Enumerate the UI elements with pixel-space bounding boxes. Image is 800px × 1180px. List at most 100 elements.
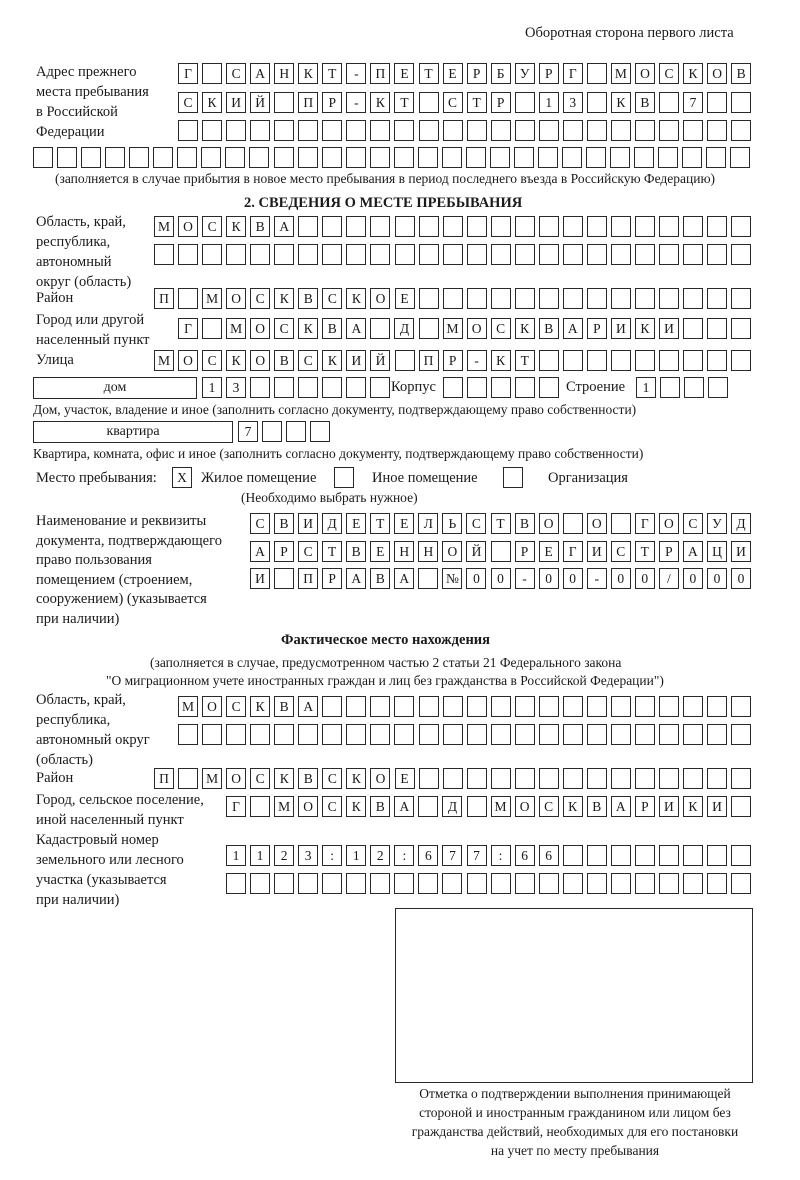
- char-cell[interactable]: О: [634, 63, 655, 84]
- char-cell[interactable]: [250, 120, 271, 141]
- char-cell[interactable]: К: [346, 288, 367, 309]
- char-cell[interactable]: Р: [442, 350, 463, 371]
- char-cell[interactable]: Д: [322, 513, 343, 534]
- char-cell[interactable]: [322, 873, 343, 894]
- char-cell[interactable]: [707, 350, 728, 371]
- char-cell[interactable]: А: [562, 318, 583, 339]
- char-cell[interactable]: [490, 288, 511, 309]
- char-cell[interactable]: [707, 724, 728, 745]
- char-cell[interactable]: [466, 244, 487, 265]
- char-cell[interactable]: 1: [538, 92, 559, 113]
- char-cell[interactable]: Г: [562, 63, 583, 84]
- char-cell[interactable]: [659, 244, 680, 265]
- char-cell[interactable]: В: [322, 318, 343, 339]
- char-cell[interactable]: В: [346, 541, 367, 562]
- char-cell[interactable]: [178, 724, 198, 745]
- char-cell[interactable]: [586, 350, 607, 371]
- char-cell[interactable]: [610, 147, 631, 168]
- char-cell[interactable]: [201, 147, 222, 168]
- char-cell[interactable]: К: [274, 768, 295, 789]
- char-cell[interactable]: С: [538, 796, 559, 817]
- char-cell[interactable]: -: [514, 568, 535, 589]
- char-cell[interactable]: О: [298, 796, 319, 817]
- char-cell[interactable]: [418, 318, 439, 339]
- char-cell[interactable]: [466, 724, 487, 745]
- char-cell[interactable]: Р: [538, 63, 559, 84]
- char-cell[interactable]: [634, 724, 655, 745]
- char-cell[interactable]: 1: [250, 845, 271, 866]
- char-cell[interactable]: [273, 147, 294, 168]
- char-cell[interactable]: 3: [298, 845, 319, 866]
- char-cell[interactable]: [322, 120, 343, 141]
- char-cell[interactable]: Г: [178, 318, 198, 339]
- char-cell[interactable]: [586, 216, 607, 237]
- char-cell[interactable]: [731, 216, 752, 237]
- char-cell[interactable]: [33, 147, 53, 168]
- char-cell[interactable]: А: [250, 63, 271, 84]
- char-cell[interactable]: [514, 120, 535, 141]
- char-cell[interactable]: [394, 873, 415, 894]
- char-cell[interactable]: [442, 120, 463, 141]
- char-cell[interactable]: [659, 120, 679, 141]
- char-cell[interactable]: Ц: [706, 541, 727, 562]
- char-cell[interactable]: [610, 350, 631, 371]
- char-cell[interactable]: [490, 120, 511, 141]
- char-cell[interactable]: М: [274, 796, 295, 817]
- char-cell[interactable]: 0: [562, 568, 583, 589]
- char-cell[interactable]: [346, 120, 367, 141]
- char-cell[interactable]: [586, 244, 607, 265]
- char-cell[interactable]: [706, 147, 727, 168]
- char-cell[interactable]: [322, 216, 343, 237]
- char-cell[interactable]: [731, 288, 752, 309]
- char-cell[interactable]: [538, 724, 559, 745]
- char-cell[interactable]: О: [178, 216, 199, 237]
- char-cell[interactable]: К: [226, 350, 247, 371]
- char-cell[interactable]: [417, 147, 438, 168]
- char-cell[interactable]: [298, 216, 319, 237]
- char-cell[interactable]: М: [178, 696, 198, 717]
- char-cell[interactable]: [441, 147, 462, 168]
- char-cell[interactable]: Г: [178, 63, 198, 84]
- char-cell[interactable]: [250, 724, 271, 745]
- char-cell[interactable]: К: [610, 92, 631, 113]
- char-cell[interactable]: С: [322, 796, 343, 817]
- char-cell[interactable]: В: [538, 318, 559, 339]
- char-cell[interactable]: К: [202, 92, 223, 113]
- char-cell[interactable]: [177, 147, 198, 168]
- char-cell[interactable]: [394, 696, 415, 717]
- char-cell[interactable]: [731, 873, 752, 894]
- char-cell[interactable]: [514, 696, 535, 717]
- char-cell[interactable]: 6: [538, 845, 559, 866]
- char-cell[interactable]: [370, 318, 391, 339]
- char-cell[interactable]: [490, 768, 511, 789]
- char-cell[interactable]: [707, 845, 727, 866]
- char-cell[interactable]: [202, 63, 223, 84]
- char-cell[interactable]: -: [346, 63, 367, 84]
- char-cell[interactable]: С: [298, 350, 319, 371]
- char-cell[interactable]: А: [250, 541, 270, 562]
- char-cell[interactable]: [465, 147, 486, 168]
- char-cell[interactable]: О: [466, 318, 487, 339]
- char-cell[interactable]: [708, 377, 729, 398]
- char-cell[interactable]: [466, 120, 487, 141]
- char-cell[interactable]: Е: [394, 513, 415, 534]
- char-cell[interactable]: К: [298, 318, 319, 339]
- char-cell[interactable]: М: [610, 63, 631, 84]
- char-cell[interactable]: :: [394, 845, 415, 866]
- char-cell[interactable]: Р: [634, 796, 655, 817]
- char-cell[interactable]: [707, 696, 728, 717]
- char-cell[interactable]: [370, 244, 391, 265]
- char-cell[interactable]: [707, 92, 728, 113]
- char-cell[interactable]: [418, 288, 439, 309]
- char-cell[interactable]: 7: [442, 845, 463, 866]
- char-cell[interactable]: К: [562, 796, 583, 817]
- char-cell[interactable]: [129, 147, 150, 168]
- char-cell[interactable]: С: [442, 92, 463, 113]
- char-cell[interactable]: [731, 92, 752, 113]
- char-cell[interactable]: Н: [418, 541, 439, 562]
- char-cell[interactable]: [586, 768, 607, 789]
- char-cell[interactable]: [514, 147, 534, 168]
- char-cell[interactable]: Т: [466, 92, 487, 113]
- char-cell[interactable]: [418, 120, 439, 141]
- char-cell[interactable]: К: [490, 350, 511, 371]
